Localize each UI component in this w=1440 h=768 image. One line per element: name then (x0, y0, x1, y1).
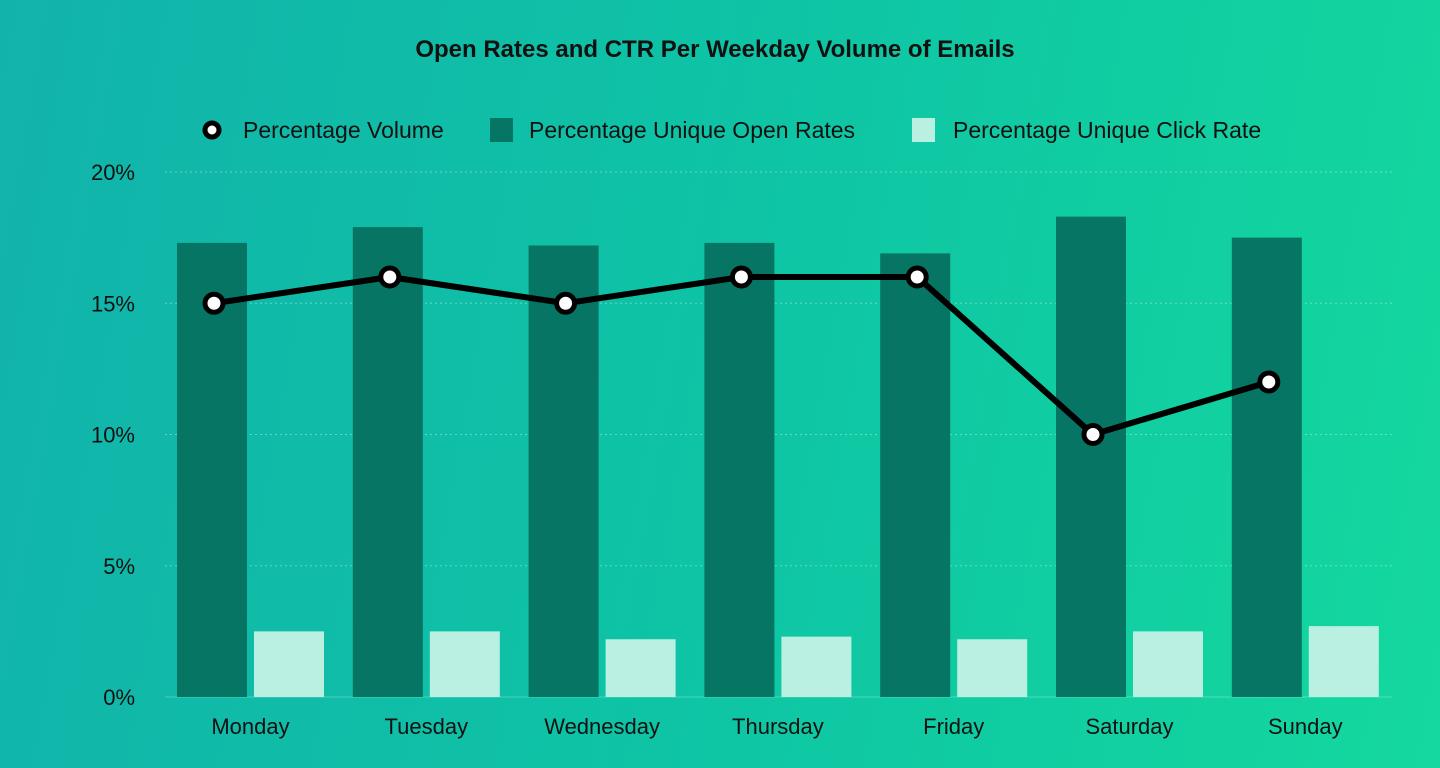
bars-layer (177, 216, 1379, 697)
open-rate-bar (1056, 216, 1126, 697)
legend-label: Percentage Volume (243, 117, 444, 143)
y-tick-label: 20% (91, 160, 135, 185)
click-rate-bar (1133, 631, 1203, 697)
volume-point (905, 265, 929, 289)
open-rate-bar (880, 253, 951, 697)
volume-point (729, 265, 753, 289)
click-rate-bar (254, 631, 324, 697)
volume-point (202, 291, 226, 315)
open-rate-bar (704, 242, 775, 697)
open-rate-bar (1231, 237, 1302, 697)
x-tick-label: Thursday (732, 714, 824, 739)
click-rate-bar (781, 636, 852, 697)
y-tick-label: 5% (103, 554, 135, 579)
volume-point (1257, 370, 1281, 394)
y-tick-label: 15% (91, 291, 135, 316)
click-rate-bar (605, 639, 676, 697)
legend: Percentage Volume Percentage Unique Open … (202, 117, 1261, 143)
legend-swatch (912, 118, 935, 142)
open-rate-bar (177, 242, 247, 697)
click-rate-bar (429, 631, 500, 697)
grid-layer (165, 171, 1392, 698)
line-layer (202, 265, 1281, 446)
volume-point (378, 265, 402, 289)
legend-item-volume: Percentage Volume (202, 117, 444, 143)
axis-layer: 0% 5% 10% 15% 20% Monday Tuesday Wednesday Thurs… (91, 160, 1343, 739)
click-rate-bar (1308, 626, 1379, 697)
x-tick-label: Wednesday (544, 714, 660, 739)
x-tick-label: Sunday (1268, 714, 1343, 739)
legend-item-click-rate: Percentage Unique Click Rate (912, 117, 1261, 143)
y-tick-label: 10% (91, 423, 135, 448)
volume-point (1081, 423, 1105, 446)
open-rate-bar (528, 245, 599, 697)
legend-label: Percentage Unique Open Rates (529, 117, 855, 143)
legend-label: Percentage Unique Click Rate (953, 117, 1261, 143)
legend-item-open-rates: Percentage Unique Open Rates (490, 117, 855, 143)
legend-swatch (490, 118, 513, 142)
x-tick-label: Saturday (1085, 714, 1173, 739)
x-tick-label: Tuesday (385, 714, 469, 739)
volume-point (554, 291, 578, 315)
x-tick-label: Friday (923, 714, 984, 739)
chart-title: Open Rates and CTR Per Weekday Volume of… (415, 36, 1015, 63)
open-rate-bar (352, 227, 423, 697)
legend-marker (202, 120, 222, 140)
y-tick-label: 0% (103, 685, 135, 710)
x-tick-label: Monday (211, 714, 289, 739)
click-rate-bar (957, 639, 1028, 697)
